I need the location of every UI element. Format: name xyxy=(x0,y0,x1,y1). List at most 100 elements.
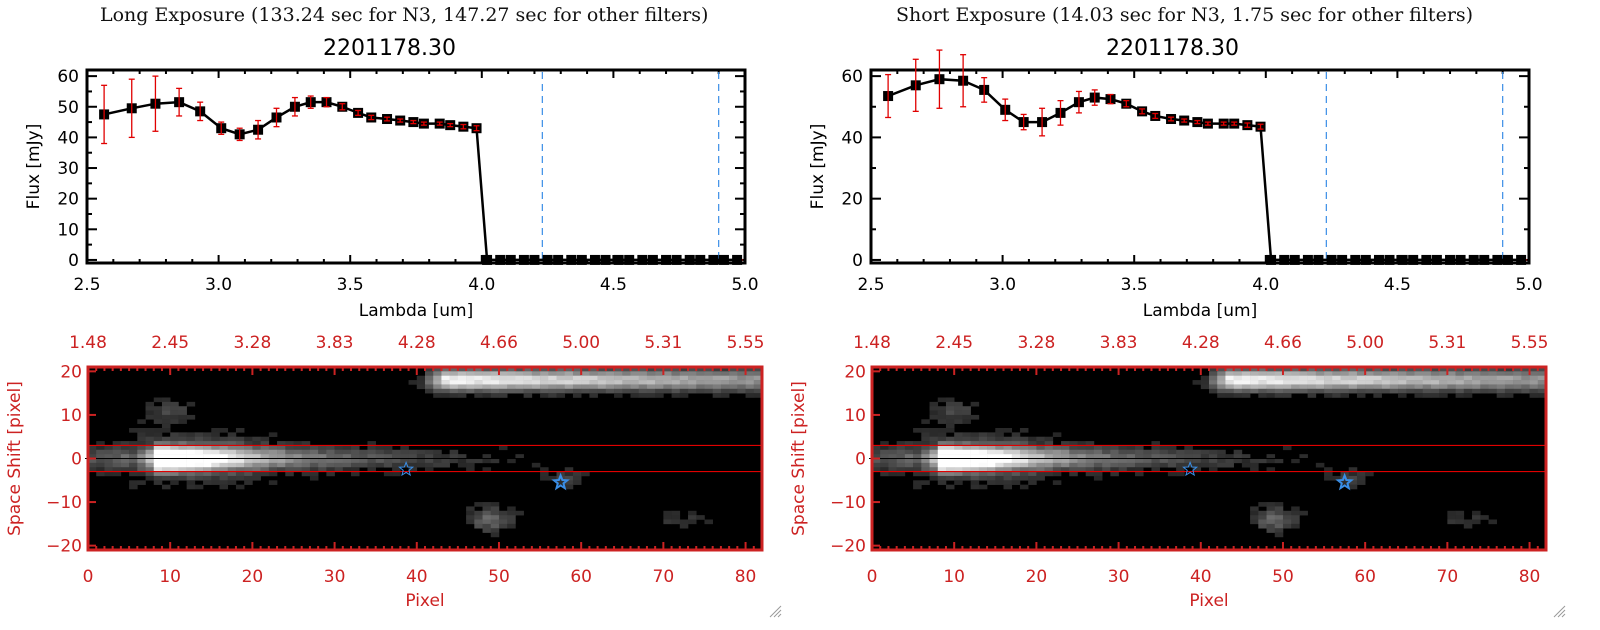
image-pixel xyxy=(490,532,500,538)
image-pixel xyxy=(1488,367,1497,372)
image-pixel xyxy=(252,454,261,459)
image-pixel xyxy=(1291,384,1300,390)
image-pixel xyxy=(987,471,996,477)
long-spectrum-title: 2201178.30 xyxy=(323,36,456,61)
image-pixel xyxy=(1455,388,1465,394)
top-axis-label: 5.31 xyxy=(644,333,682,353)
image-pixel xyxy=(1093,449,1103,455)
image-pixel xyxy=(466,367,475,372)
image-pixel xyxy=(244,436,253,442)
image-pixel xyxy=(178,454,187,459)
image-pixel xyxy=(995,462,1004,468)
image-pixel xyxy=(129,445,138,451)
image-pixel xyxy=(1217,449,1226,455)
image-pixel xyxy=(1217,393,1226,398)
y-tick-label: 20 xyxy=(844,362,866,382)
image-pixel xyxy=(1003,436,1013,442)
image-pixel xyxy=(564,388,574,394)
image-pixel xyxy=(564,471,574,477)
image-pixel xyxy=(170,406,179,411)
image-pixel xyxy=(987,458,996,464)
image-pixel xyxy=(1044,441,1054,446)
image-pixel xyxy=(104,467,113,472)
image-pixel xyxy=(482,502,492,507)
data-point xyxy=(708,254,719,265)
image-pixel xyxy=(921,419,930,424)
image-pixel xyxy=(1036,441,1045,446)
image-pixel xyxy=(1061,458,1070,464)
image-pixel xyxy=(1513,371,1522,377)
image-pixel xyxy=(671,393,681,398)
image-pixel xyxy=(441,454,450,459)
image-pixel xyxy=(896,467,906,472)
image-pixel xyxy=(904,462,914,468)
image-pixel xyxy=(937,462,947,468)
image-pixel xyxy=(1019,454,1029,459)
image-pixel xyxy=(1258,384,1267,390)
image-pixel xyxy=(449,449,459,455)
image-pixel xyxy=(482,467,492,472)
image-pixel xyxy=(589,384,598,390)
image-pixel xyxy=(1110,454,1119,459)
image-pixels xyxy=(872,367,1547,538)
image-pixel xyxy=(531,384,541,390)
image-pixel xyxy=(1151,449,1160,455)
image-pixel xyxy=(663,388,672,394)
image-pixel xyxy=(433,371,442,377)
image-pixel xyxy=(1332,375,1341,381)
image-pixel xyxy=(1274,367,1284,372)
image-pixel xyxy=(490,375,500,381)
image-pixel xyxy=(1537,388,1547,394)
data-point xyxy=(1492,254,1503,265)
image-pixel xyxy=(1028,467,1037,472)
image-pixel xyxy=(449,458,459,464)
image-pixel xyxy=(482,384,492,390)
image-pixel xyxy=(1480,371,1489,377)
image-pixel xyxy=(745,375,755,381)
image-pixel xyxy=(872,458,881,464)
image-pixel xyxy=(392,462,401,468)
image-pixel xyxy=(457,380,467,385)
image-pixel xyxy=(326,471,335,477)
data-point xyxy=(1313,254,1324,265)
image-pixel xyxy=(523,393,533,398)
image-pixel xyxy=(737,371,746,377)
image-pixel xyxy=(490,458,500,464)
image-pixel xyxy=(268,458,278,464)
image-pixel xyxy=(309,454,319,459)
data-point xyxy=(1326,254,1337,265)
image-pixel xyxy=(1250,388,1259,394)
image-pixel xyxy=(921,436,930,442)
image-pixel xyxy=(589,375,598,381)
image-pixel xyxy=(572,375,582,381)
image-pixel xyxy=(1472,510,1481,516)
image-pixel xyxy=(655,375,664,381)
image-pixel xyxy=(219,471,229,477)
image-pixel xyxy=(720,384,730,390)
image-pixel xyxy=(1389,380,1399,385)
image-pixel xyxy=(987,436,996,442)
resize-grip-icon[interactable] xyxy=(768,604,782,618)
data-point xyxy=(1397,254,1408,265)
image-pixel xyxy=(383,454,393,459)
image-pixel xyxy=(1480,384,1489,390)
image-pixel xyxy=(1233,367,1243,372)
image-pixel xyxy=(638,388,648,394)
image-pixel xyxy=(1447,371,1456,377)
data-point xyxy=(1302,254,1313,265)
image-pixel xyxy=(211,432,220,438)
image-pixel xyxy=(498,519,508,525)
image-pixel xyxy=(1233,384,1243,390)
image-pixel xyxy=(1217,454,1226,459)
image-pixel xyxy=(515,388,524,394)
image-pixel xyxy=(235,471,245,477)
image-pixel xyxy=(1332,384,1341,390)
image-pixel xyxy=(161,449,171,455)
image-pixel xyxy=(872,454,881,459)
image-pixel xyxy=(962,432,971,438)
image-pixel xyxy=(1274,384,1284,390)
image-pixel xyxy=(1504,371,1514,377)
resize-grip-icon[interactable] xyxy=(1552,604,1566,618)
image-pixel xyxy=(962,406,971,411)
image-pixel xyxy=(688,510,697,516)
